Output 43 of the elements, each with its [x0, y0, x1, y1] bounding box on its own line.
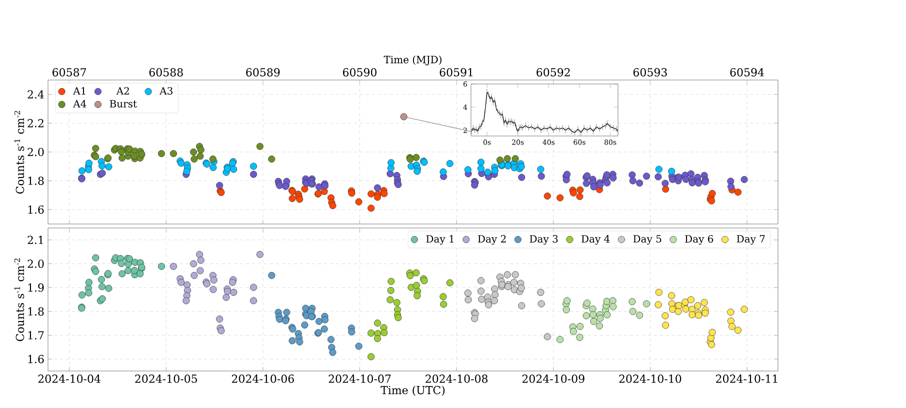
legend-label: Day 4: [582, 235, 610, 245]
y-tick-label: 1.6: [28, 205, 44, 214]
x-axis-title: Time (MJD): [384, 56, 442, 66]
x-tick-label: 60588: [149, 68, 183, 76]
x-tick-label: 60594: [730, 68, 764, 76]
legend-label: Burst: [110, 100, 137, 108]
x-tick-label: 60591: [440, 68, 472, 76]
x-tick-label: 2024-10-07: [328, 374, 391, 383]
x-tick-label: 60590: [342, 68, 376, 76]
y-tick-label: 2.1: [28, 236, 43, 244]
y-tick-label: 1.6: [28, 354, 44, 364]
legend-label: A3: [160, 87, 172, 95]
legend-label: Day 5: [633, 235, 662, 245]
y-tick-label: 1.8: [28, 307, 44, 316]
y-tick-label: 2.4: [28, 90, 44, 99]
y-axis-title: Counts s$^{-1}$ cm$^{-2}$: [14, 111, 24, 194]
x-tick-label: 60589: [246, 68, 280, 76]
y-tick-label: 1.9: [28, 283, 44, 292]
x-tick-label: 2024-10-10: [619, 374, 682, 383]
x-tick-label: 2024-10-11: [716, 374, 778, 383]
x-tick-label: 2024-10-06: [232, 374, 294, 383]
legend-label: Day 3: [530, 235, 558, 245]
x-tick-label: 2024-10-09: [522, 374, 584, 383]
x-axis-title: Time (UTC): [380, 386, 445, 396]
legend-label: A1: [73, 87, 86, 95]
y-tick-label: 1.7: [28, 331, 44, 340]
y-tick-label: 1.8: [28, 176, 44, 185]
legend-label: A2: [116, 87, 129, 95]
x-tick-label: 60587: [52, 68, 86, 76]
y-axis-title: Counts s$^{-1}$ cm$^{-2}$: [14, 258, 24, 342]
y-tick-label: 2.0: [28, 260, 44, 268]
x-tick-label: 60592: [536, 68, 570, 76]
x-tick-label: 2024-10-04: [38, 374, 100, 383]
legend-label: Day 6: [685, 235, 714, 245]
legend-label: A4: [73, 100, 86, 108]
x-tick-label: 2024-10-08: [426, 374, 488, 383]
legend-label: Day 2: [478, 235, 506, 245]
x-tick-label: 60593: [633, 68, 667, 76]
y-tick-label: 2.0: [28, 148, 44, 156]
y-tick-label: 2.2: [28, 119, 44, 128]
legend-label: Day 7: [736, 235, 765, 245]
x-tick-label: 2024-10-05: [135, 374, 197, 383]
legend-label: Day 1: [426, 235, 454, 245]
